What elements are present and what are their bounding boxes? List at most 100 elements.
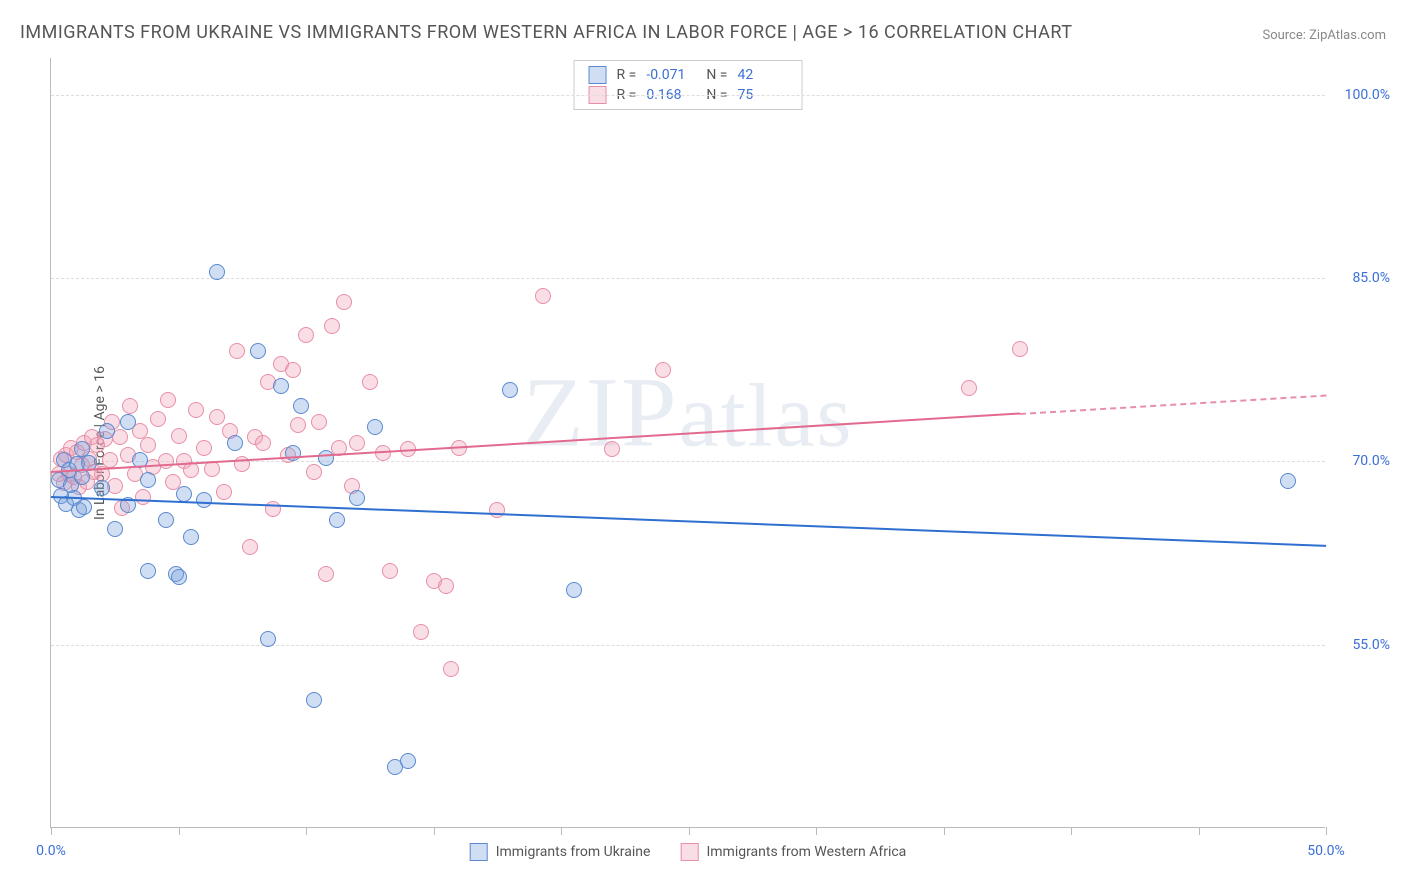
pink-trendline-dash bbox=[1020, 394, 1326, 414]
gridline bbox=[51, 645, 1325, 646]
y-tick-label: 55.0% bbox=[1352, 637, 1390, 653]
pink-point bbox=[336, 294, 352, 310]
x-tick bbox=[689, 827, 690, 835]
blue-point bbox=[566, 582, 582, 598]
blue-point bbox=[306, 692, 322, 708]
x-tick bbox=[1326, 827, 1327, 835]
n-label: N = bbox=[706, 67, 727, 83]
pink-point bbox=[443, 661, 459, 677]
legend-item-blue: Immigrants from Ukraine bbox=[470, 843, 651, 861]
pink-point bbox=[349, 435, 365, 451]
blue-point bbox=[260, 631, 276, 647]
blue-point bbox=[349, 490, 365, 506]
pink-point bbox=[102, 452, 118, 468]
blue-point bbox=[99, 423, 115, 439]
blue-trendline bbox=[51, 496, 1326, 547]
pink-point bbox=[290, 417, 306, 433]
x-tick bbox=[434, 827, 435, 835]
pink-point bbox=[150, 411, 166, 427]
blue-point bbox=[74, 469, 90, 485]
blue-point bbox=[171, 569, 187, 585]
pink-point bbox=[318, 566, 334, 582]
blue-point bbox=[107, 521, 123, 537]
x-tick-label: 0.0% bbox=[36, 843, 66, 859]
pink-point bbox=[489, 502, 505, 518]
stats-row-blue: R = -0.071 N = 42 bbox=[589, 65, 788, 85]
stats-legend-box: R = -0.071 N = 42 R = 0.168 N = 75 bbox=[574, 60, 803, 110]
blue-point bbox=[209, 264, 225, 280]
blue-point bbox=[158, 512, 174, 528]
y-tick-label: 85.0% bbox=[1352, 270, 1390, 286]
blue-point bbox=[250, 343, 266, 359]
x-tick bbox=[306, 827, 307, 835]
x-tick bbox=[51, 827, 52, 835]
pink-point bbox=[160, 392, 176, 408]
blue-point bbox=[140, 563, 156, 579]
pink-point bbox=[311, 414, 327, 430]
pink-point bbox=[324, 318, 340, 334]
blue-point bbox=[293, 398, 309, 414]
pink-point bbox=[122, 398, 138, 414]
pink-point bbox=[535, 288, 551, 304]
r-value-blue: -0.071 bbox=[646, 67, 696, 83]
pink-point bbox=[306, 464, 322, 480]
pink-point bbox=[135, 489, 151, 505]
pink-point bbox=[413, 624, 429, 640]
blue-point bbox=[227, 435, 243, 451]
x-tick bbox=[561, 827, 562, 835]
watermark: ZIPatlas bbox=[523, 354, 854, 469]
blue-point bbox=[140, 472, 156, 488]
pink-point bbox=[140, 437, 156, 453]
pink-point bbox=[438, 578, 454, 594]
pink-point bbox=[604, 441, 620, 457]
plot-area: In Labor Force | Age > 16 ZIPatlas R = -… bbox=[50, 58, 1325, 828]
n-value-blue: 42 bbox=[737, 67, 787, 83]
blue-point bbox=[183, 529, 199, 545]
bottom-legend: Immigrants from Ukraine Immigrants from … bbox=[470, 843, 907, 861]
pink-point bbox=[216, 484, 232, 500]
blue-point bbox=[196, 492, 212, 508]
r-label: R = bbox=[617, 67, 637, 83]
swatch-blue bbox=[589, 66, 607, 84]
y-tick-label: 70.0% bbox=[1352, 453, 1390, 469]
blue-point bbox=[120, 414, 136, 430]
x-tick bbox=[1071, 827, 1072, 835]
gridline bbox=[51, 278, 1325, 279]
pink-point bbox=[229, 343, 245, 359]
pink-point bbox=[655, 362, 671, 378]
pink-point bbox=[961, 380, 977, 396]
pink-point bbox=[382, 563, 398, 579]
pink-point bbox=[171, 428, 187, 444]
legend-label-pink: Immigrants from Western Africa bbox=[706, 844, 906, 860]
x-tick-label: 50.0% bbox=[1307, 843, 1345, 859]
legend-item-pink: Immigrants from Western Africa bbox=[680, 843, 906, 861]
pink-point bbox=[255, 435, 271, 451]
pink-point bbox=[285, 362, 301, 378]
x-tick bbox=[816, 827, 817, 835]
legend-swatch-blue bbox=[470, 843, 488, 861]
pink-point bbox=[158, 453, 174, 469]
legend-label-blue: Immigrants from Ukraine bbox=[496, 844, 651, 860]
legend-swatch-pink bbox=[680, 843, 698, 861]
x-tick bbox=[1199, 827, 1200, 835]
pink-point bbox=[196, 440, 212, 456]
gridline bbox=[51, 95, 1325, 96]
source-attribution: Source: ZipAtlas.com bbox=[1262, 28, 1386, 43]
blue-point bbox=[367, 419, 383, 435]
x-tick bbox=[944, 827, 945, 835]
pink-point bbox=[209, 409, 225, 425]
y-tick-label: 100.0% bbox=[1345, 87, 1390, 103]
blue-point bbox=[400, 753, 416, 769]
pink-point bbox=[188, 402, 204, 418]
blue-point bbox=[94, 480, 110, 496]
pink-point bbox=[1012, 341, 1028, 357]
pink-point bbox=[242, 539, 258, 555]
blue-point bbox=[1280, 473, 1296, 489]
blue-point bbox=[502, 382, 518, 398]
blue-point bbox=[76, 499, 92, 515]
blue-point bbox=[318, 450, 334, 466]
chart-container: IMMIGRANTS FROM UKRAINE VS IMMIGRANTS FR… bbox=[0, 0, 1406, 892]
blue-point bbox=[329, 512, 345, 528]
chart-title: IMMIGRANTS FROM UKRAINE VS IMMIGRANTS FR… bbox=[20, 22, 1072, 43]
x-tick bbox=[179, 827, 180, 835]
